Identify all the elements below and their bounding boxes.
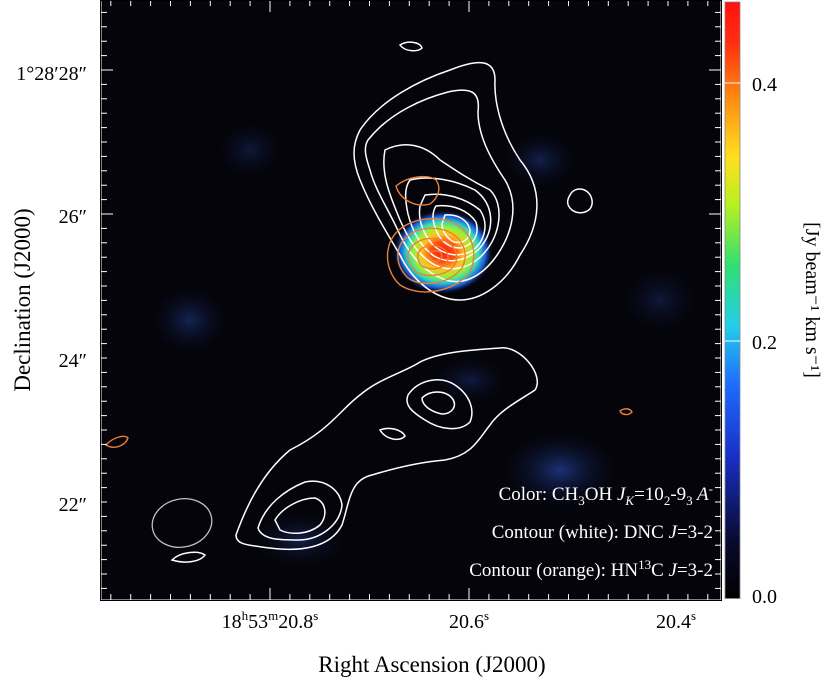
x-axis-label: Right Ascension (J2000) bbox=[318, 652, 545, 677]
faint-emission bbox=[150, 285, 230, 355]
hn13c-contour bbox=[407, 237, 458, 277]
dnc-contour bbox=[383, 144, 500, 270]
x-tick-label: 18h53m20.8s bbox=[222, 608, 319, 633]
dnc-contour bbox=[378, 427, 406, 441]
colorbar-ticks bbox=[725, 82, 740, 600]
colorbar-tick-label: 0.0 bbox=[752, 586, 777, 608]
legend-orange-entry: Contour (orange): HN13C J=3-2 bbox=[469, 557, 713, 581]
dnc-contour bbox=[406, 379, 473, 430]
dnc-contour bbox=[441, 214, 471, 244]
dnc-contours bbox=[170, 41, 593, 563]
intensity-map bbox=[150, 120, 700, 570]
dnc-contour bbox=[235, 347, 538, 551]
dnc-contour bbox=[566, 188, 593, 214]
dnc-contour bbox=[398, 41, 423, 52]
dnc-contour bbox=[257, 480, 343, 541]
faint-emission bbox=[500, 430, 620, 510]
y-axis-label: Declination (J2000) bbox=[10, 208, 35, 391]
dnc-contour bbox=[432, 204, 478, 249]
hn13c-contour bbox=[395, 175, 440, 206]
faint-emission bbox=[430, 355, 510, 405]
hn13c-contour bbox=[416, 245, 449, 270]
legend-color-entry: Color: CH3OH JK=102-93 A- bbox=[499, 481, 713, 508]
axis-ticks bbox=[101, 0, 721, 600]
y-tick-label: 22″ bbox=[59, 494, 87, 516]
dnc-contour bbox=[274, 497, 326, 535]
colorbar-label: [Jy beam⁻¹ km s⁻¹] bbox=[801, 222, 823, 378]
y-tick-label: 1°28′28″ bbox=[16, 63, 87, 85]
colorbar-tick-label: 0.2 bbox=[752, 332, 777, 354]
dnc-contour bbox=[404, 177, 492, 262]
dnc-contour bbox=[421, 391, 456, 415]
plot-border bbox=[100, 0, 722, 601]
beam-ellipse bbox=[151, 498, 213, 548]
faint-emission bbox=[620, 265, 700, 335]
hn13c-contour bbox=[397, 227, 466, 285]
hn13c-contour bbox=[619, 408, 633, 416]
legend-white-entry: Contour (white): DNC J=3-2 bbox=[492, 522, 713, 543]
hn13c-contours bbox=[104, 175, 633, 448]
faint-emission bbox=[215, 120, 285, 180]
x-tick-label: 20.6s bbox=[449, 608, 489, 633]
colorbar-tick-label: 0.4 bbox=[752, 74, 777, 96]
dnc-contour bbox=[170, 551, 207, 563]
x-tick-label: 20.4s bbox=[656, 608, 696, 633]
hn13c-contour bbox=[427, 250, 443, 262]
colorbar bbox=[724, 1, 741, 600]
y-tick-label: 24″ bbox=[59, 350, 87, 372]
dnc-contour bbox=[364, 89, 514, 283]
hn13c-contour bbox=[386, 218, 475, 293]
y-tick-label: 26″ bbox=[59, 206, 87, 228]
hn13c-contour bbox=[104, 435, 129, 448]
faint-emission bbox=[500, 130, 580, 190]
dnc-contour bbox=[353, 61, 538, 301]
